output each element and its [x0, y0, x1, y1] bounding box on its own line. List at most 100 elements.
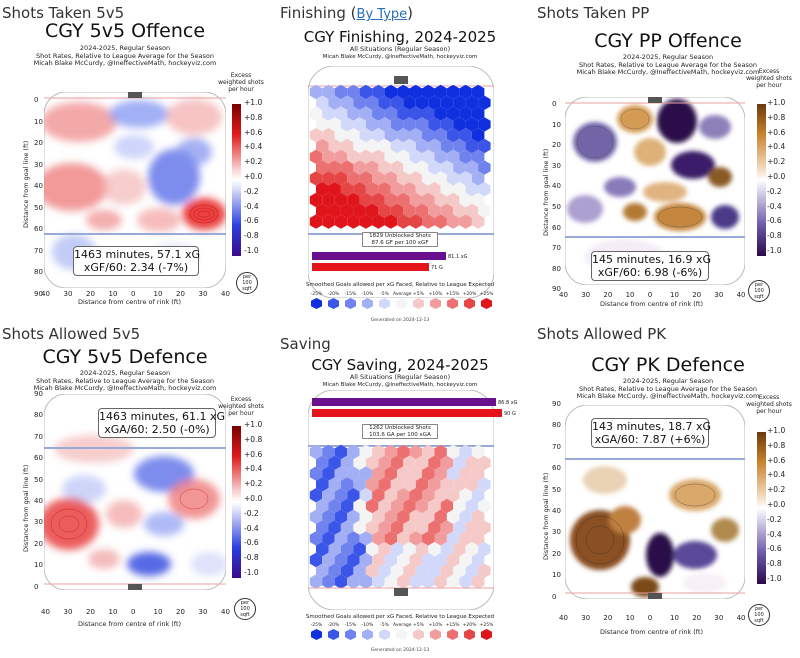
per-100-sqft-badge: per 100 sqft	[748, 604, 770, 626]
hex-cell	[340, 117, 354, 132]
xg-bar-label: 86.8 xG	[498, 400, 518, 406]
hex-cell	[309, 531, 323, 546]
chart-subtitle: 2024-2025, Regular Season Shot Rates, Re…	[576, 53, 760, 76]
hex-cell	[334, 531, 348, 546]
hex-cell	[372, 192, 385, 208]
y-tick-label: 0	[552, 100, 557, 108]
hex-cell	[440, 563, 454, 578]
hex-cell	[428, 563, 441, 578]
x-tick-label: 10	[625, 614, 635, 622]
hex-cell	[309, 149, 323, 164]
legend-item: -15%	[342, 292, 359, 309]
hex-cell	[309, 466, 323, 481]
stat-box: 1463 minutes, 61.1 xG xGA/60: 2.50 (-0%)	[98, 408, 226, 438]
hex-cell	[328, 182, 341, 197]
hex-cell	[384, 488, 398, 503]
by-type-link[interactable]: By Type	[356, 7, 408, 22]
goals-bar-label: 90 G	[504, 411, 516, 417]
hex-cell	[446, 531, 460, 546]
hex-cell	[459, 509, 472, 524]
hex-cell	[365, 95, 379, 110]
hex-cell	[415, 542, 429, 557]
per-100-sqft-badge: per 100 sqft	[748, 280, 770, 302]
colorbar	[757, 432, 766, 584]
hex-cell	[334, 192, 348, 208]
hex-cell	[359, 552, 373, 568]
hex-cell	[434, 84, 447, 100]
legend-label: +10%	[428, 292, 443, 297]
hex-cell	[359, 509, 373, 524]
hex-cell	[309, 509, 323, 524]
hex-cell	[309, 214, 323, 229]
y-tick-label: 50	[552, 485, 561, 494]
hex-cell	[384, 466, 398, 481]
hex-cell	[359, 128, 373, 143]
hex-cell	[446, 84, 460, 100]
x-axis-label: Distance from centre of rink (ft)	[600, 300, 704, 308]
hex-cell	[359, 171, 373, 186]
hex-cell	[465, 563, 479, 578]
hex-cell	[459, 552, 472, 568]
y-tick-label: 30	[34, 518, 43, 527]
hex-cell	[378, 182, 391, 197]
hex-cell	[471, 552, 485, 568]
hex-cell	[372, 488, 385, 503]
hex-cell	[334, 466, 348, 481]
hex-cell	[409, 214, 422, 229]
hex-cell	[409, 149, 422, 164]
hex-cell	[434, 214, 447, 229]
colorbar	[757, 104, 766, 256]
hex-cell	[397, 84, 410, 100]
hex-cell	[428, 477, 441, 492]
hex-cell	[365, 160, 379, 175]
colorbar-tick-label: -0.6	[244, 216, 259, 226]
hex-cell	[322, 552, 335, 568]
hex-cell	[409, 84, 422, 100]
hex-cell	[478, 542, 491, 557]
colorbar-tick-label: +0.6	[244, 127, 263, 137]
hex-cell	[316, 520, 329, 535]
hex-cell	[347, 531, 360, 546]
y-tick-label: 70	[34, 246, 43, 255]
hex-cell	[403, 95, 416, 110]
colorbar-tick-label: +0.4	[244, 142, 263, 152]
hex-cell	[428, 138, 441, 154]
chart-title: CGY Finishing, 2024-2025	[303, 28, 497, 46]
hex-cell	[316, 498, 329, 514]
hex-cell	[397, 531, 410, 546]
hex-cell	[309, 488, 323, 503]
hex-cell	[340, 203, 354, 218]
hex-cell	[347, 488, 360, 503]
y-axis-label: Distance from goal line (ft)	[542, 148, 550, 236]
hex-cell	[328, 203, 341, 218]
hex-cell	[316, 563, 329, 578]
hex-cell	[397, 149, 410, 164]
legend: -25% -20% -15% -10% -5% Average +5% +10% +15% +20…	[308, 623, 495, 640]
x-tick-label: 20	[603, 614, 613, 622]
hex-cell	[415, 520, 429, 535]
y-axis-label: Distance from goal line (ft)	[542, 472, 550, 560]
colorbar-tick-label: -1.0	[244, 568, 259, 577]
hex-cell	[422, 214, 435, 229]
hex-cell	[359, 149, 373, 164]
legend-hex-swatch	[311, 298, 322, 309]
hex-cell	[428, 203, 441, 218]
hex-cell	[403, 138, 416, 154]
hex-cell	[409, 552, 422, 568]
x-tick-label: 0	[131, 290, 136, 298]
hex-cell	[440, 138, 454, 154]
hex-cell	[440, 117, 454, 132]
hex-cell	[453, 203, 466, 218]
x-tick-label: 40	[41, 290, 50, 298]
colorbar-tick-label: +0.0	[244, 494, 263, 503]
hex-cell	[397, 488, 410, 503]
hex-cell	[440, 455, 454, 470]
legend-item: +5%	[410, 292, 427, 309]
hex-cell	[397, 171, 410, 186]
x-tick-label: 40	[41, 608, 50, 616]
hex-cell	[409, 444, 422, 460]
hex-cell	[415, 203, 429, 218]
legend-label: +5%	[413, 292, 424, 297]
legend-label: +25%	[479, 292, 494, 297]
hex-cell	[390, 160, 404, 175]
